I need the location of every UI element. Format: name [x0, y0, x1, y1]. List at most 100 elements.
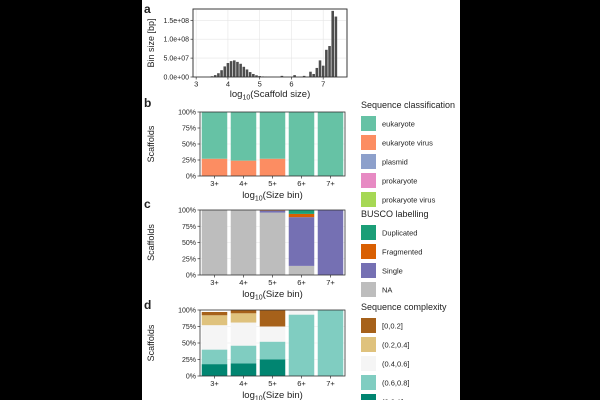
panel-c-legend-label: Fragmented: [382, 248, 422, 257]
panel-d-legend-swatch: [361, 394, 376, 400]
panel-d-bar-segment: [259, 341, 286, 360]
panel-a-y-axis-title: Bin size [bp]: [146, 18, 156, 67]
panel-c-legend-label: Duplicated: [382, 229, 417, 238]
panel-a-x-tick-label: 7: [321, 80, 325, 89]
panel-c-y-tick-label: 0%: [186, 273, 196, 280]
panel-b-legend-label: prokaryote: [382, 177, 417, 186]
panel-c-bar-segment: [288, 210, 315, 214]
panel-b-legend-swatch: [361, 135, 376, 150]
panel-letter-a: a: [144, 2, 151, 16]
panel-a-bar: [223, 66, 227, 77]
panel-a-plot: 3 4 5 6 7 0.0e+00 5.0e+07 1.0e+08 1.5e+08 Bin siz…: [146, 8, 348, 89]
panel-c-plot: 3+ 4+ 5+ 6+ 7+ 0% 25% 50% 75% 100% Scaffolds BUSCO …: [146, 208, 429, 297]
panel-a-x-tick-label: 5: [258, 80, 262, 89]
panel-b-x-tick-label: 6+: [297, 179, 306, 188]
panel-a-bar: [302, 75, 306, 77]
panel-c-bar-segment: [288, 217, 315, 266]
figure-svg: a b c d 3 4 5 6 7 0.0e+00 5.0e+07 1.0e+08 1.5e+0…: [144, 2, 455, 400]
panel-c-legend-swatch: [361, 282, 376, 297]
panel-d-y-tick-label: 0%: [186, 374, 196, 381]
panel-d-legend-label: (0.8,1]: [382, 398, 403, 400]
panel-c-legend-swatch: [361, 244, 376, 259]
panel-d-bar-segment: [201, 364, 228, 376]
panel-c-x-tick-label: 4+: [239, 278, 248, 287]
panel-a-bar: [229, 61, 233, 77]
panel-b-bar-segment: [201, 158, 228, 176]
panel-a-bar: [312, 73, 315, 77]
panel-c-y-tick-label: 25%: [182, 256, 196, 263]
panel-d-legend-swatch: [361, 356, 376, 371]
panel-a-x-tick-label: 3: [194, 80, 198, 89]
panel-b-x-tick-label: 5+: [268, 179, 277, 188]
panel-a-bar: [280, 75, 284, 77]
panel-d-y-tick-label: 75%: [182, 324, 196, 331]
panel-c-legend-swatch: [361, 225, 376, 240]
panel-a-bar: [318, 60, 322, 77]
panel-c-bar-segment: [230, 210, 257, 275]
panel-d-bar-segment: [230, 363, 257, 376]
panel-letter-d: d: [144, 298, 151, 312]
panel-b-bar-segment: [288, 112, 315, 176]
panel-c-bar-segment: [288, 213, 315, 218]
panel-d-bar-segment: [201, 315, 228, 326]
panel-a-bar: [255, 75, 258, 77]
panel-b-x-tick-label: 4+: [239, 179, 248, 188]
panel-c-x-axis-title: log10(Size bin): [242, 289, 303, 302]
panel-b-legend-label: plasmid: [382, 158, 408, 167]
panel-c-legend-label: Single: [382, 267, 403, 276]
panel-b-y-tick-label: 25%: [182, 158, 196, 165]
panel-d-bar-segment: [230, 310, 257, 314]
panel-a-frame: [192, 8, 348, 78]
panel-b-bar-segment: [201, 112, 228, 159]
panel-a-y-tick-label: 1.0e+08: [164, 37, 190, 44]
panel-b-x-tick-label: 3+: [210, 179, 219, 188]
panel-b-legend-label: eukaryote virus: [382, 139, 433, 148]
panel-c-legend-swatch: [361, 263, 376, 278]
panel-letter-b: b: [144, 96, 151, 110]
panel-d-legend-label: [0,0.2]: [382, 322, 403, 331]
panel-a-bar: [309, 71, 312, 77]
panel-c-x-tick-label: 7+: [326, 278, 335, 287]
panel-d-y-axis-title: Scaffolds: [146, 324, 156, 361]
panel-d-bar-segment: [259, 310, 286, 327]
panel-a-bar: [236, 61, 239, 77]
panel-a-bar: [232, 60, 236, 77]
panel-a-bar: [245, 69, 249, 77]
panel-d-bar-segment: [230, 345, 257, 364]
panel-d-legend-label: (0.4,0.6]: [382, 360, 410, 369]
panel-d-bar-segment: [230, 313, 257, 323]
panel-letter-c: c: [144, 197, 151, 211]
panel-d-legend-label: (0.6,0.8]: [382, 379, 410, 388]
panel-b-bar-segment: [230, 112, 257, 161]
panel-c-legend-label: NA: [382, 286, 392, 295]
panel-a-bar: [331, 10, 334, 78]
panel-a-bar: [226, 63, 230, 77]
panel-c-y-tick-label: 100%: [178, 208, 196, 215]
panel-a-x-tick-label: 4: [226, 80, 230, 89]
panel-b-legend-title: Sequence classification: [361, 100, 455, 110]
panel-a-y-tick-label: 5.0e+07: [164, 56, 190, 63]
panel-b-legend-swatch: [361, 116, 376, 131]
panel-a-bar: [252, 73, 255, 77]
panel-a-bar: [325, 49, 328, 77]
panel-a-bar: [217, 73, 220, 77]
panel-d-x-tick-label: 6+: [297, 379, 306, 388]
panel-d-bar-segment: [259, 359, 286, 376]
panel-d-legend-swatch: [361, 318, 376, 333]
panel-b-legend-label: eukaryote: [382, 120, 415, 129]
panel-b-y-tick-label: 75%: [182, 126, 196, 133]
panel-b-y-tick-label: 50%: [182, 142, 196, 149]
panel-d-x-tick-label: 5+: [268, 379, 277, 388]
panel-d-plot: 3+ 4+ 5+ 6+ 7+ 0% 25% 50% 75% 100% Scaffolds Sequen…: [146, 302, 447, 400]
panel-c-bar-segment: [317, 210, 344, 275]
panel-a-y-tick-label: 0.0e+00: [164, 75, 190, 82]
panel-d-y-tick-label: 25%: [182, 357, 196, 364]
panel-c-bar-segment: [259, 210, 286, 213]
panel-d-x-tick-label: 3+: [210, 379, 219, 388]
panel-d-bar-segment: [201, 325, 228, 350]
panel-d-x-tick-label: 4+: [239, 379, 248, 388]
panel-c-x-tick-label: 3+: [210, 278, 219, 287]
panel-d-bar-segment: [288, 310, 315, 315]
panel-b-bar-segment: [259, 158, 286, 176]
